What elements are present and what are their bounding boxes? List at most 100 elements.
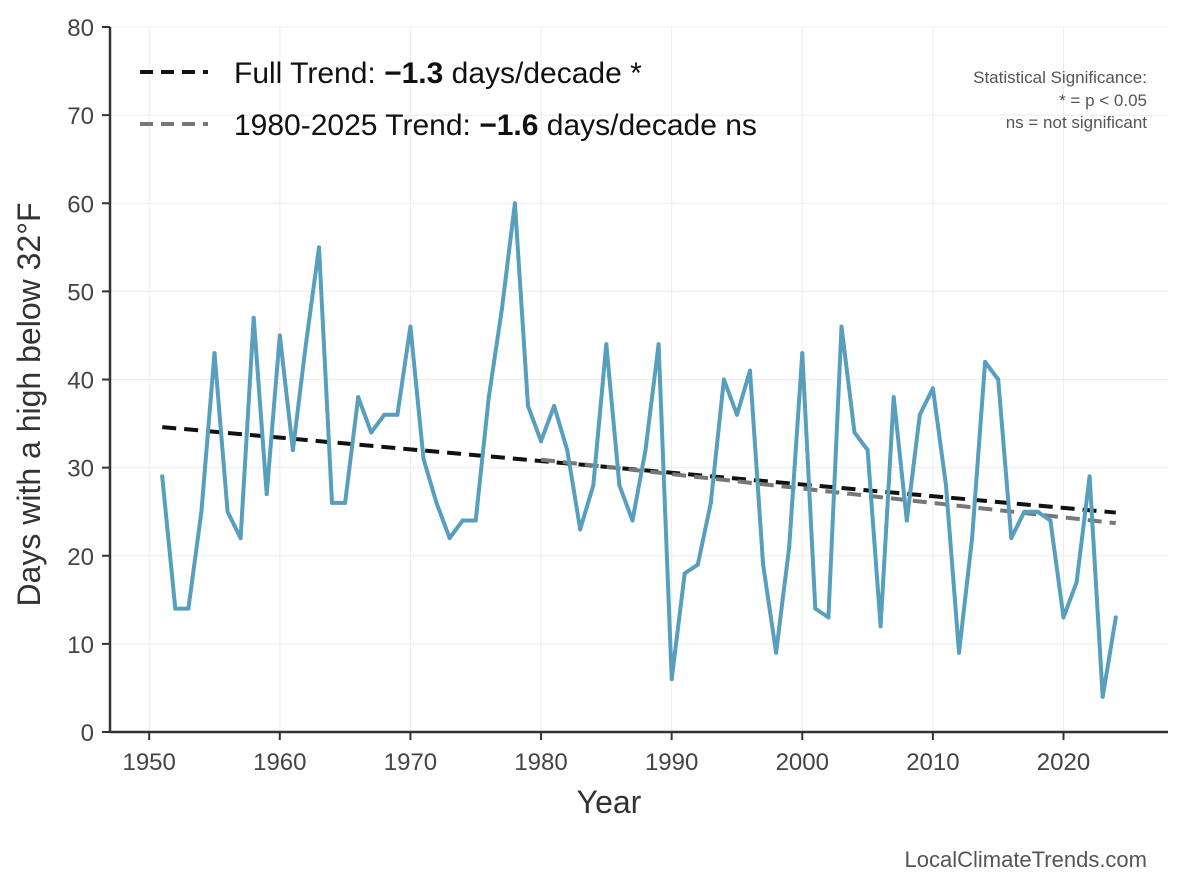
data-point-1990 — [669, 677, 674, 682]
data-point-1954 — [199, 509, 204, 514]
y-tick-label-60: 60 — [67, 191, 94, 218]
x-tick-label-1960: 1960 — [253, 749, 306, 776]
data-point-2009 — [917, 412, 922, 417]
data-point-1953 — [186, 606, 191, 611]
data-point-1966 — [356, 395, 361, 400]
data-point-1981 — [552, 403, 557, 408]
data-point-1989 — [656, 342, 661, 347]
data-point-2003 — [839, 324, 844, 329]
data-point-1972 — [434, 500, 439, 505]
data-point-2011 — [943, 483, 948, 488]
legend-label-full-trend: Full Trend: −1.3 days/decade * — [234, 57, 642, 90]
data-point-2013 — [970, 536, 975, 541]
legend-full-trend-value: −1.3 — [384, 57, 443, 90]
data-point-1963 — [316, 245, 321, 250]
data-point-2020 — [1061, 615, 1066, 620]
x-tick-label-1980: 1980 — [514, 749, 567, 776]
y-tick-label-70: 70 — [67, 103, 94, 130]
data-point-1991 — [682, 571, 687, 576]
legend-full-trend-suffix: days/decade * — [443, 57, 642, 90]
data-point-2015 — [996, 377, 1001, 382]
x-tick-label-1990: 1990 — [645, 749, 698, 776]
significance-ns: ns = not significant — [1006, 113, 1148, 132]
data-point-1975 — [473, 518, 478, 523]
x-tick-label-1950: 1950 — [122, 749, 175, 776]
data-point-2022 — [1087, 474, 1092, 479]
trend-lines — [162, 425, 1116, 526]
data-point-1970 — [408, 324, 413, 329]
x-tick-label-2010: 2010 — [906, 749, 959, 776]
data-point-1987 — [630, 518, 635, 523]
data-point-1965 — [343, 500, 348, 505]
data-point-2006 — [878, 624, 883, 629]
y-tick-label-0: 0 — [81, 720, 94, 747]
data-point-1977 — [499, 307, 504, 311]
data-point-1958 — [251, 315, 256, 320]
y-tick-label-30: 30 — [67, 456, 94, 483]
legend-label-1980-trend: 1980-2025 Trend: −1.6 days/decade ns — [234, 109, 757, 142]
data-point-1997 — [761, 562, 766, 567]
data-point-2018 — [1035, 509, 1040, 514]
y-tick-label-20: 20 — [67, 544, 94, 571]
trend-1980-2025-line — [540, 457, 1116, 526]
data-point-1951 — [160, 474, 165, 479]
data-point-2012 — [957, 650, 962, 655]
significance-note: Statistical Significance: * = p < 0.05 n… — [973, 68, 1147, 132]
data-point-2008 — [904, 518, 909, 523]
y-tick-label-10: 10 — [67, 632, 94, 659]
data-point-1982 — [565, 448, 570, 452]
data-point-2017 — [1022, 509, 1027, 514]
data-point-2024 — [1113, 615, 1118, 620]
data-series — [160, 201, 1118, 699]
data-point-1992 — [695, 562, 700, 567]
data-point-1995 — [734, 412, 739, 417]
full-trend-line — [162, 425, 1116, 515]
data-point-2014 — [983, 359, 988, 364]
data-point-1985 — [604, 342, 609, 347]
data-point-1960 — [277, 333, 282, 338]
data-point-1968 — [382, 412, 387, 417]
y-axis-title: Days with a high below 32°F — [11, 202, 47, 606]
data-point-1957 — [238, 536, 243, 541]
data-point-1998 — [774, 650, 779, 655]
data-point-1996 — [748, 368, 753, 373]
data-point-2004 — [852, 430, 857, 435]
data-point-2007 — [891, 395, 896, 400]
y-tick-label-80: 80 — [67, 15, 94, 42]
y-tick-label-40: 40 — [67, 368, 94, 395]
data-point-1979 — [525, 403, 530, 408]
data-point-2005 — [865, 448, 870, 452]
significance-title: Statistical Significance: — [973, 68, 1147, 87]
data-point-2000 — [800, 351, 805, 356]
data-point-1973 — [447, 536, 452, 541]
data-point-1952 — [173, 606, 178, 611]
legend-1980-trend-value: −1.6 — [479, 109, 538, 142]
significance-star: * = p < 0.05 — [1059, 91, 1147, 110]
x-tick-label-1970: 1970 — [384, 749, 437, 776]
data-point-1978 — [512, 201, 517, 206]
data-point-1999 — [787, 544, 792, 549]
data-point-1964 — [330, 500, 335, 505]
x-tick-label-2020: 2020 — [1037, 749, 1090, 776]
data-point-1983 — [578, 527, 583, 532]
data-point-1988 — [643, 448, 648, 452]
data-point-1971 — [421, 456, 426, 461]
data-point-2019 — [1048, 518, 1053, 523]
legend-full-trend-prefix: Full Trend: — [234, 57, 384, 90]
y-tick-label-50: 50 — [67, 279, 94, 306]
data-point-1969 — [395, 412, 400, 417]
data-point-1994 — [721, 377, 726, 382]
data-point-2002 — [826, 615, 831, 620]
data-point-2021 — [1074, 580, 1079, 585]
data-point-2016 — [1009, 536, 1014, 541]
data-point-1980 — [539, 439, 544, 444]
legend: Full Trend: −1.3 days/decade * 1980-2025… — [140, 57, 757, 142]
series-line-0 — [160, 201, 1118, 699]
ticks: 1950 1960 1970 1980 1990 2000 2010 2020 0 10 20 30 4… — [67, 15, 1090, 776]
data-point-1984 — [591, 483, 596, 488]
data-point-1976 — [486, 395, 491, 400]
data-point-1986 — [617, 483, 622, 488]
legend-1980-trend-suffix: days/decade ns — [538, 109, 756, 142]
data-point-1956 — [225, 509, 230, 514]
